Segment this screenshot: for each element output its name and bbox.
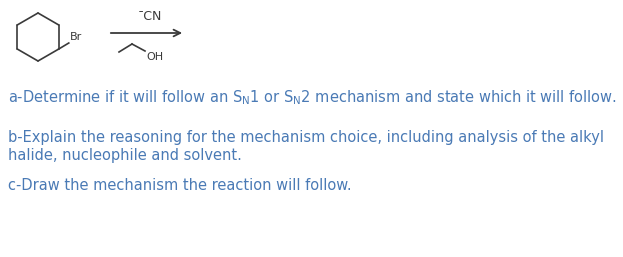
Text: a-Determine if it will follow an $\mathregular{S_N}$1 or $\mathregular{S_N}$2 me: a-Determine if it will follow an $\mathr… bbox=[8, 88, 617, 107]
Text: c-Draw the mechanism the reaction will follow.: c-Draw the mechanism the reaction will f… bbox=[8, 178, 351, 193]
Text: OH: OH bbox=[146, 52, 163, 62]
Text: ¯CN: ¯CN bbox=[138, 10, 163, 23]
Text: Br: Br bbox=[70, 32, 82, 42]
Text: b-Explain the reasoning for the mechanism choice, including analysis of the alky: b-Explain the reasoning for the mechanis… bbox=[8, 130, 604, 145]
Text: halide, nucleophile and solvent.: halide, nucleophile and solvent. bbox=[8, 148, 242, 163]
